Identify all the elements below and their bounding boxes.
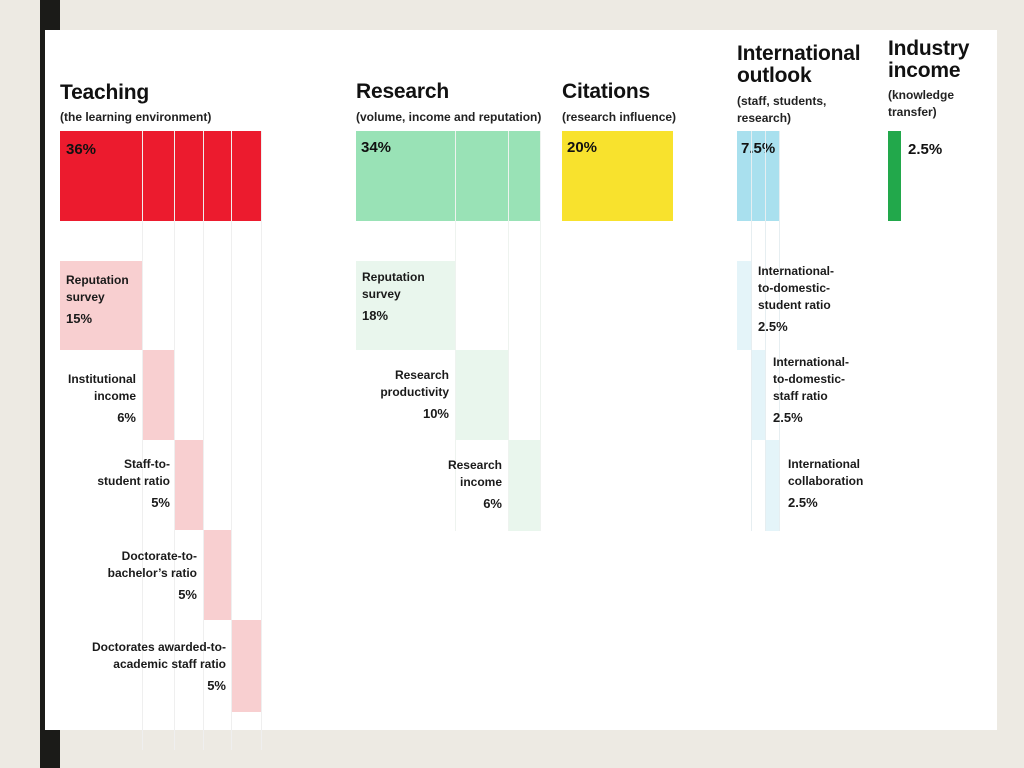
- research-main-box: [356, 131, 540, 221]
- citations-weight: 20%: [567, 139, 598, 156]
- teaching-guide-line: [174, 131, 175, 750]
- teaching-income-box: [143, 350, 174, 440]
- teaching-guide-line: [261, 131, 262, 750]
- teaching-guide-line: [231, 131, 232, 750]
- research-subtitle: (volume, income and reputation): [356, 110, 542, 124]
- teaching-weight: 36%: [66, 141, 97, 158]
- teaching-doctorate-bachelor-box: [204, 530, 231, 620]
- international-title: International outlook: [737, 42, 861, 87]
- teaching-staff-student-label: Staff-to- student ratio 5%: [97, 457, 170, 510]
- international-staff-ratio-box: [752, 350, 765, 440]
- industry-subtitle: (knowledge transfer): [888, 88, 955, 119]
- teaching-reputation-box: [60, 261, 142, 350]
- teaching-guide-line: [203, 131, 204, 750]
- international-staff-ratio-label: International- to-domestic- staff ratio …: [773, 355, 850, 425]
- teaching-title: Teaching: [60, 81, 150, 104]
- international-guide-line: [765, 131, 766, 531]
- industry-weight: 2.5%: [908, 141, 943, 158]
- international-weight: 7.5%: [741, 140, 776, 157]
- teaching-doctorates-staff-label: Doctorates awarded-to- academic staff ra…: [91, 640, 226, 693]
- citations-title: Citations: [562, 80, 651, 103]
- international-student-ratio-box: [737, 261, 751, 350]
- teaching-income-label: Institutional income 6%: [68, 372, 136, 425]
- teaching-subtitle: (the learning environment): [60, 110, 212, 124]
- international-guide-line: [751, 131, 752, 531]
- international-collaboration-box: [766, 440, 779, 531]
- citations-subtitle: (research influence): [562, 110, 677, 124]
- research-guide-line: [455, 131, 456, 531]
- industry-title: Industry income: [888, 37, 970, 82]
- research-reputation-box: [356, 261, 455, 350]
- research-reputation-label: Reputation survey 18%: [362, 270, 425, 323]
- research-title: Research: [356, 80, 449, 103]
- citations-main-box: [562, 131, 673, 221]
- research-guide-line: [540, 131, 541, 531]
- slide-canvas: Teaching (the learning environment) 36% …: [45, 30, 997, 750]
- research-productivity-box: [456, 350, 508, 440]
- teaching-doctorates-staff-box: [232, 620, 261, 712]
- international-guide-line: [779, 131, 780, 531]
- teaching-doctorate-bachelor-label: Doctorate-to- bachelor’s ratio 5%: [107, 549, 197, 602]
- research-income-box: [509, 440, 540, 531]
- research-income-label: Research income 6%: [447, 458, 502, 511]
- international-main-box: [737, 131, 779, 221]
- industry-main-box: [888, 131, 901, 221]
- research-productivity-label: Research productivity 10%: [380, 368, 449, 421]
- teaching-main-box: [60, 131, 261, 221]
- teaching-guide-line: [142, 131, 143, 750]
- international-student-ratio-label: International- to-domestic- student rati…: [758, 264, 835, 334]
- international-collaboration-label: International collaboration 2.5%: [788, 457, 864, 510]
- teaching-staff-student-box: [175, 440, 203, 530]
- teaching-reputation-label: Reputation survey 15%: [66, 273, 129, 326]
- international-subtitle: (staff, students, research): [737, 94, 827, 125]
- research-weight: 34%: [361, 139, 392, 156]
- research-guide-line: [508, 131, 509, 531]
